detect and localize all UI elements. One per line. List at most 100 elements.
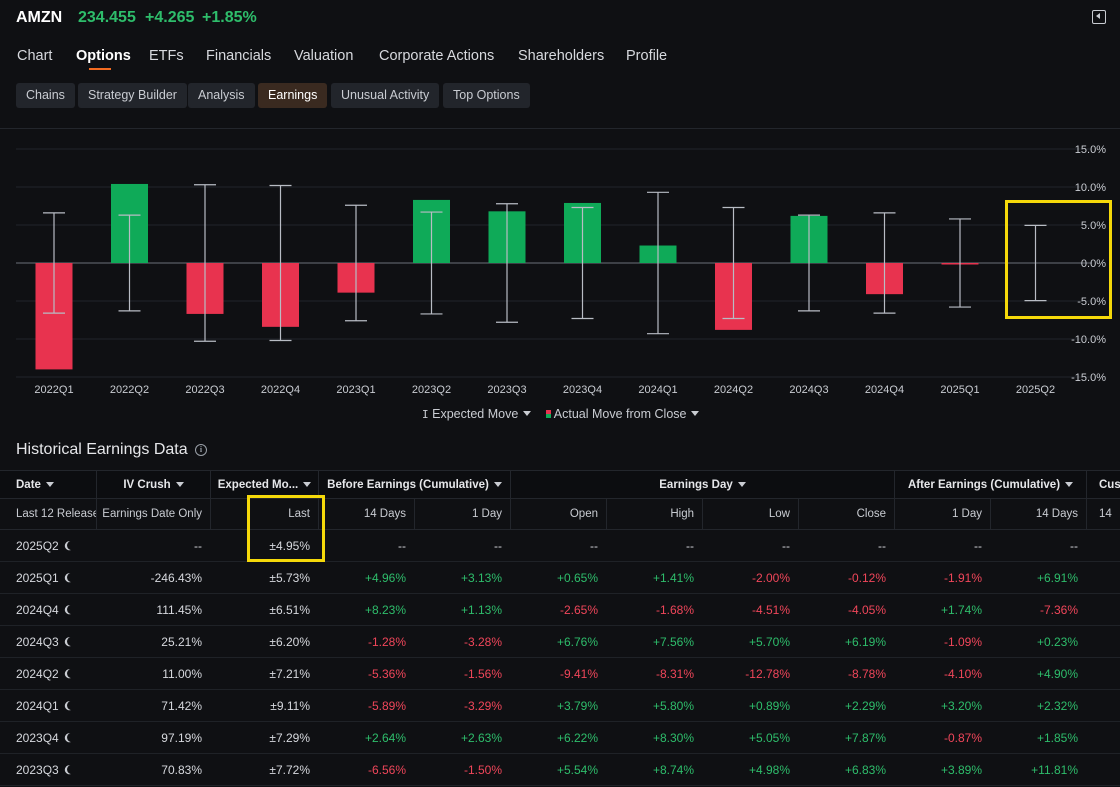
after-close-moon-icon [65,764,77,776]
b1-cell: -1.56% [463,666,502,681]
collapse-panel-icon[interactable] [1092,10,1106,24]
price-change-percent: +1.85% [202,9,257,26]
ticker-symbol: AMZN [16,9,63,26]
header-after-earnings[interactable]: After Earnings (Cumulative) [894,471,1086,498]
after-close-moon-icon [65,604,77,616]
info-icon[interactable]: i [195,444,207,456]
x-tick-label: 2024Q2 [714,384,753,396]
b1-cell: +3.13% [460,570,502,585]
y-tick-label: 10.0% [1075,182,1106,194]
header-before-earnings[interactable]: Before Earnings (Cumulative) [318,471,510,498]
release-quarter: 2025Q2 [16,538,59,553]
subtab-analysis[interactable]: Analysis [188,83,255,108]
y-tick-label: -5.0% [1077,296,1106,308]
low-cell: +5.70% [748,634,790,649]
b1-cell: -- [494,538,502,553]
header-iv-crush[interactable]: IV Crush [96,471,210,498]
y-tick-label: -10.0% [1071,334,1106,346]
subheader-iv-crush: Earnings Date Only [96,499,210,529]
open-cell: -9.41% [559,666,598,681]
em-cell: ±7.21% [269,666,310,681]
tab-chart[interactable]: Chart [17,48,53,64]
chevron-down-icon [691,411,700,416]
header-date[interactable]: Date [0,471,96,498]
b14-cell: +8.23% [364,602,406,617]
chevron-down-icon [523,411,532,416]
iv-cell: 71.42% [161,698,202,713]
tab-etfs[interactable]: ETFs [149,48,184,64]
b1-cell: -1.50% [463,762,502,777]
tab-profile[interactable]: Profile [626,48,668,64]
table-row[interactable]: 2023Q3 70.83% ±7.72% -6.56% -1.50% +5.54% +8.7… [0,754,1120,786]
chevron-down-icon [493,482,502,487]
subtab-strategy-builder[interactable]: Strategy Builder [78,83,187,108]
subtab-earnings[interactable]: Earnings [258,83,328,108]
subtab-top-options[interactable]: Top Options [443,83,530,108]
b1-cell: -3.29% [463,698,502,713]
tab-valuation[interactable]: Valuation [294,48,354,64]
a1-cell: -0.87% [943,730,982,745]
low-cell: +4.98% [748,762,790,777]
last-price: 234.455 [78,9,136,26]
em-cell: ±6.20% [269,634,310,649]
table-row[interactable]: 2024Q4 111.45% ±6.51% +8.23% +1.13% -2.65% -1.… [0,594,1120,626]
table-row[interactable]: 2025Q1 -246.43% ±5.73% +4.96% +3.13% +0.65% +1… [0,562,1120,594]
b14-cell: +2.64% [364,730,406,745]
date-cell: 2024Q2 [0,658,96,689]
date-cell: 2025Q2 [0,530,96,561]
table-row[interactable]: 2023Q4 97.19% ±7.29% +2.64% +2.63% +6.22% +8.3… [0,722,1120,754]
b14-cell: -- [398,538,406,553]
high-cell: -1.68% [655,602,694,617]
main-tabs: Chart Options ETFs Financials Valuation … [0,40,1120,74]
legend-actual-move[interactable]: Actual Move from Close [546,407,700,421]
open-cell: +0.65% [556,570,598,585]
date-cell: 2024Q3 [0,626,96,657]
tab-shareholders[interactable]: Shareholders [518,48,605,64]
legend-expected-move[interactable]: I Expected Move [422,407,532,421]
table-row[interactable]: 2024Q3 25.21% ±6.20% -1.28% -3.28% +6.76% +7.5… [0,626,1120,658]
tab-corporate-actions[interactable]: Corporate Actions [379,48,495,64]
low-cell: -- [782,538,790,553]
tab-options[interactable]: Options [76,48,131,64]
after-close-moon-icon [65,572,77,584]
close-cell: -8.78% [847,666,886,681]
a14-cell: +6.91% [1036,570,1078,585]
earnings-move-chart: 15.0% 10.0% 5.0% 0.0% -5.0% -10.0% -15.0% 2022Q… [0,128,1120,428]
chevron-down-icon [303,482,312,487]
iv-cell: 70.83% [161,762,202,777]
section-title: Historical Earnings Data [16,441,188,458]
table-row[interactable]: 2024Q2 11.00% ±7.21% -5.36% -1.56% -9.41% -8.3… [0,658,1120,690]
header-earnings-day[interactable]: Earnings Day [510,471,894,498]
table-sub-header: Last 12 Releases Earnings Date Only Last… [0,499,1120,530]
header-more[interactable]: Cus [1086,471,1120,498]
x-tick-label: 2022Q1 [34,384,73,396]
release-quarter: 2024Q1 [16,698,59,713]
x-tick-label: 2023Q4 [563,384,602,396]
release-quarter: 2023Q3 [16,762,59,777]
subheader-after-14: 14 Days [990,499,1086,529]
quote-header: AMZN 234.455 +4.265 +1.85% [0,0,1120,34]
table-row[interactable]: 2025Q2 -- ±4.95% -- -- -- -- -- -- -- -- [0,530,1120,562]
a14-cell: -7.36% [1039,602,1078,617]
b14-cell: -6.56% [367,762,406,777]
release-quarter: 2025Q1 [16,570,59,585]
subheader-expected-move: Last [210,499,318,529]
chart-svg: 15.0% 10.0% 5.0% 0.0% -5.0% -10.0% -15.0% 2022Q… [16,144,1106,396]
subheader-before-1: 1 Day [414,499,510,529]
after-close-moon-icon [65,668,77,680]
b1-cell: +1.13% [460,602,502,617]
high-cell: -- [686,538,694,553]
chevron-down-icon [1065,482,1074,487]
high-cell: -8.31% [655,666,694,681]
subtab-unusual-activity[interactable]: Unusual Activity [331,83,440,108]
close-cell: -0.12% [847,570,886,585]
x-tick-label: 2022Q2 [110,384,149,396]
table-row[interactable]: 2024Q1 71.42% ±9.11% -5.89% -3.29% +3.79% +5.8… [0,690,1120,722]
high-cell: +8.30% [652,730,694,745]
tab-financials[interactable]: Financials [206,48,272,64]
after-close-moon-icon [65,700,77,712]
subtab-chains[interactable]: Chains [16,83,75,108]
iv-cell: 25.21% [161,634,202,649]
price-change: +4.265 [145,9,195,26]
header-expected-move[interactable]: Expected Mo... [210,471,318,498]
